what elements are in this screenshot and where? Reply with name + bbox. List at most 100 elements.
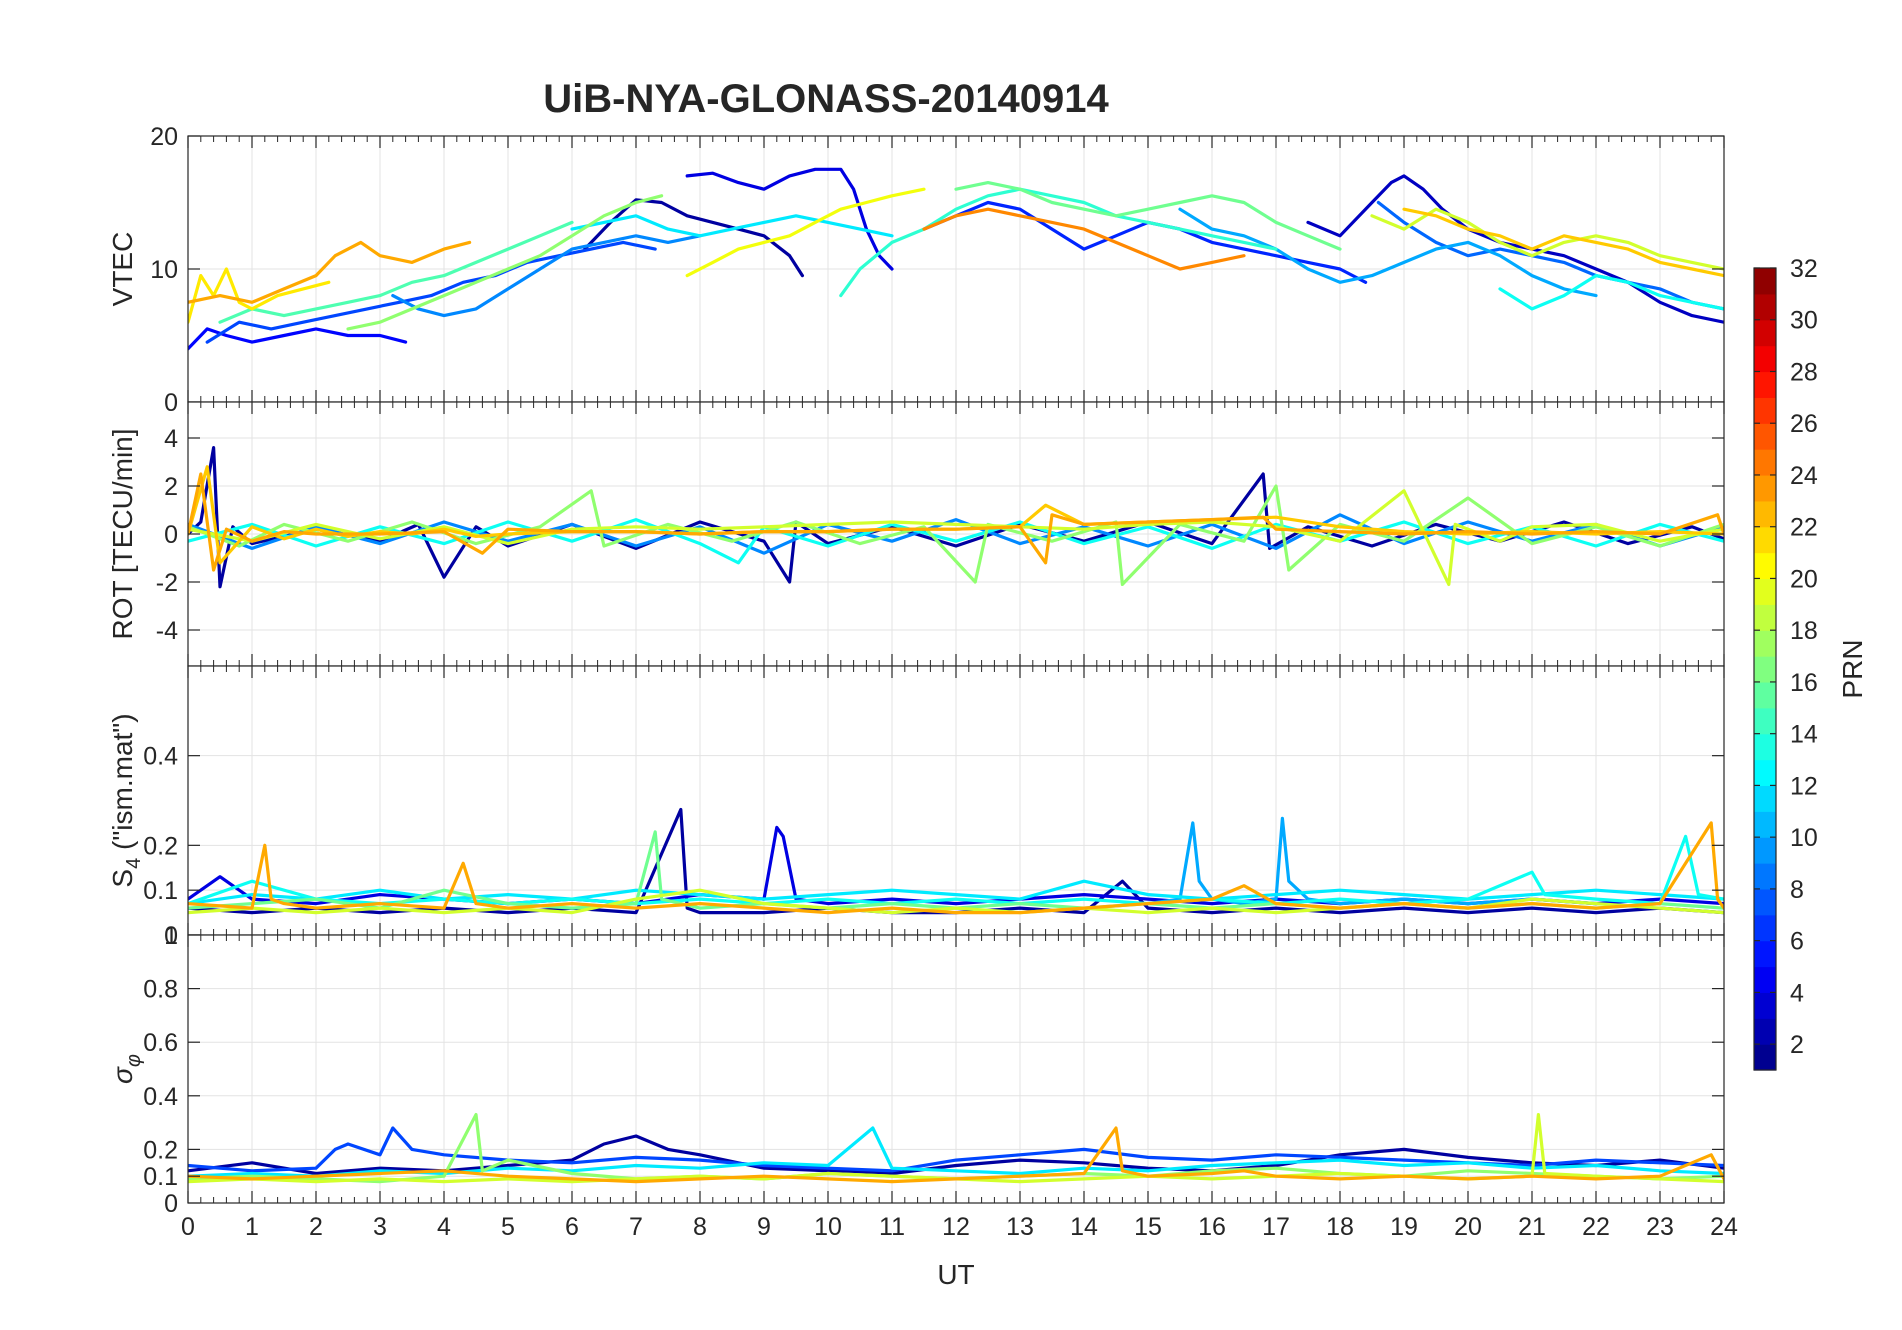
- x-tick-label: 13: [1006, 1213, 1034, 1241]
- series-vtec-prn-2: [583, 198, 805, 278]
- colorbar-tick-label: 18: [1790, 617, 1818, 645]
- y-tick-label-sigma: 0.8: [143, 976, 178, 1004]
- series-sigma-prn-7: [188, 1126, 1724, 1173]
- y-tick-label-sigma: 1: [164, 922, 178, 950]
- colorbar-segment: [1754, 319, 1776, 347]
- series-rot-prn-13: [188, 517, 1724, 565]
- x-tick-label: 21: [1518, 1213, 1546, 1241]
- colorbar-segment: [1754, 604, 1776, 631]
- y-tick-label-vtec: 0: [164, 389, 178, 417]
- series-vtec-prn-4: [685, 167, 894, 271]
- series-vtec-prn-12: [570, 214, 894, 238]
- y-axis-label-sub: φ: [123, 1054, 145, 1067]
- y-tick-label-rot: 0: [164, 521, 178, 549]
- colorbar-tick-label: 2: [1790, 1031, 1804, 1059]
- colorbar-segment: [1754, 707, 1776, 735]
- colorbar-tick-label: 30: [1790, 307, 1818, 335]
- y-tick-label-vtec: 20: [150, 123, 178, 151]
- x-tick-label: 5: [501, 1213, 515, 1241]
- y-axis-label-vtec: VTEC: [107, 232, 138, 307]
- series-vtec-prn-20: [685, 187, 926, 278]
- colorbar-tick-label: 32: [1790, 255, 1818, 283]
- y-axis-label-sub: 4: [123, 858, 145, 869]
- colorbar-label: PRN: [1837, 639, 1868, 698]
- x-tick-label: 2: [309, 1213, 323, 1241]
- x-tick-label: 19: [1390, 1213, 1418, 1241]
- y-tick-label-s4: 0.4: [143, 743, 178, 771]
- series-group-rot: [188, 446, 1724, 589]
- colorbar-tick-label: 28: [1790, 358, 1818, 386]
- colorbar-segment: [1754, 992, 1776, 1019]
- colorbar-tick-label: 26: [1790, 410, 1818, 438]
- x-tick-label: 14: [1070, 1213, 1098, 1241]
- x-tick-label: 6: [565, 1213, 579, 1241]
- series-vtec-prn-5: [188, 327, 408, 351]
- series-vtec-prn-17: [346, 194, 664, 331]
- y-tick-label-rot: 2: [164, 473, 178, 501]
- y-tick-label-s4: 0.1: [143, 877, 178, 905]
- series-vtec-prn-16: [954, 181, 1342, 251]
- series-vtec-prn-14: [839, 187, 1278, 298]
- series-sigma-prn-2: [188, 1134, 1724, 1176]
- y-tick-label-rot: -2: [156, 569, 178, 597]
- colorbar-segment: [1754, 578, 1776, 605]
- y-tick-label-sigma: 0: [164, 1190, 178, 1218]
- series-vtec-prn-10: [1178, 207, 1598, 298]
- y-axis-label-s4: S4 ("ism.mat"): [107, 713, 145, 887]
- colorbar-segment: [1754, 474, 1776, 502]
- x-tick-label: 18: [1326, 1213, 1354, 1241]
- colorbar-segment: [1754, 759, 1776, 787]
- series-vtec-prn-23: [188, 240, 472, 304]
- x-tick-label: 20: [1454, 1213, 1482, 1241]
- colorbar-segment: [1754, 268, 1776, 295]
- colorbar-segment: [1754, 785, 1776, 812]
- colorbar-segment: [1754, 733, 1776, 761]
- grid-s4: [187, 666, 1725, 936]
- panel-vtec: 0 10 20 VTEC: [107, 123, 1725, 417]
- colorbar-segment: [1754, 1018, 1776, 1045]
- colorbar-segment: [1754, 449, 1776, 476]
- colorbar-segment: [1754, 863, 1776, 890]
- x-tick-label: 22: [1582, 1213, 1610, 1241]
- colorbar-tick-label: 24: [1790, 462, 1818, 490]
- y-axis-label-rest: ("ism.mat"): [107, 713, 138, 857]
- y-axis-label-main: σ: [107, 1066, 138, 1084]
- y-tick-label-s4: 0.2: [143, 832, 178, 860]
- y-tick-label-s4: 0: [164, 922, 178, 950]
- series-vtec-prn-8: [1376, 200, 1724, 311]
- x-tick-label: 1: [245, 1213, 259, 1241]
- chart-title: UiB-NYA-GLONASS-20140914: [543, 77, 1109, 121]
- series-vtec-prn-19: [1370, 207, 1724, 271]
- colorbar-segment: [1754, 293, 1776, 321]
- series-vtec-prn-3: [1306, 174, 1724, 324]
- series-vtec-prn-21: [188, 267, 331, 324]
- colorbar-tick-label: 22: [1790, 514, 1818, 542]
- colorbar-segment: [1754, 371, 1776, 398]
- series-s4-prn-23: [188, 821, 1724, 915]
- series-sigma-prn-23: [188, 1126, 1724, 1184]
- y-tick-label-rot: -4: [156, 617, 178, 645]
- y-axis-label-sigma: σφ: [107, 1054, 145, 1084]
- series-group-vtec: [188, 167, 1724, 351]
- x-tick-label: 12: [942, 1213, 970, 1241]
- panel-s4: 00.10.20.4S4 ("ism.mat"): [107, 665, 1725, 950]
- colorbar-segment: [1754, 630, 1776, 657]
- colorbar-segment: [1754, 397, 1776, 424]
- colorbar-tick-label: 6: [1790, 928, 1804, 956]
- colorbar-tick-label: 16: [1790, 669, 1818, 697]
- x-tick-label: 9: [757, 1213, 771, 1241]
- colorbar-segment: [1754, 940, 1776, 968]
- colorbar-tick-label: 4: [1790, 979, 1804, 1007]
- colorbar-segment: [1754, 345, 1776, 373]
- colorbar-segment: [1754, 811, 1776, 838]
- colorbar-segment: [1754, 966, 1776, 993]
- series-vtec-prn-13: [1498, 274, 1724, 311]
- y-axis-label-main: S: [107, 869, 138, 888]
- y-tick-label-sigma: 0.1: [143, 1163, 178, 1191]
- colorbar-segment: [1754, 888, 1776, 916]
- colorbar-segment: [1754, 656, 1776, 683]
